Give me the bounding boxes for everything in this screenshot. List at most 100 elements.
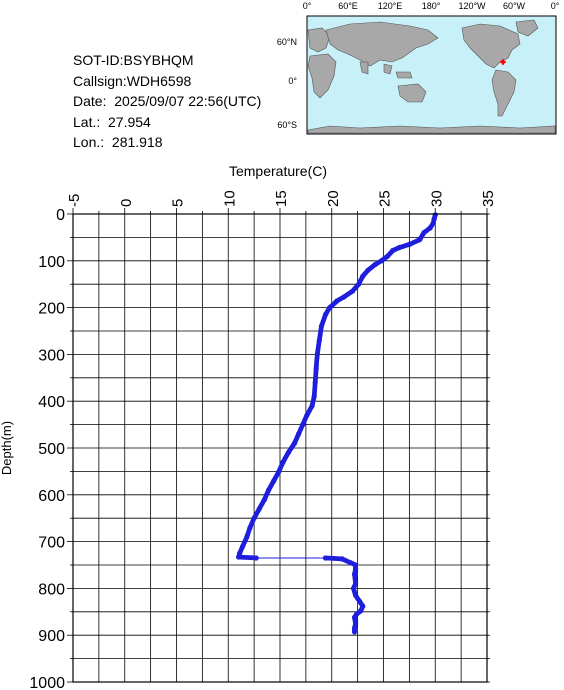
data-point	[276, 468, 282, 474]
data-point	[351, 571, 358, 578]
x-axis-ticks: -5 0 5 10 15 20 25 30 35	[66, 190, 497, 214]
data-point	[385, 253, 391, 259]
data-point	[322, 555, 329, 561]
data-point	[341, 294, 347, 300]
y-tick-label: 800	[38, 581, 65, 598]
x-axis-label: Temperature(C)	[229, 163, 327, 179]
data-point	[357, 598, 363, 605]
x-tick-label: 5	[170, 199, 187, 207]
map-latitude-labels: 60°N 0° 60°S	[277, 37, 298, 130]
data-point	[300, 422, 306, 428]
data-point	[312, 379, 318, 386]
data-point	[339, 556, 345, 562]
y-tick-label: 700	[38, 535, 65, 552]
data-point	[431, 216, 437, 222]
x-tick-label: 10	[221, 190, 238, 207]
data-point	[271, 478, 277, 484]
data-point	[318, 323, 324, 329]
data-point	[322, 312, 329, 318]
x-tick-label: 20	[325, 190, 342, 207]
data-point	[356, 281, 362, 287]
latitude-label: Lat.: 27.954	[73, 113, 151, 130]
data-point	[353, 566, 359, 572]
location-map: 0° 60°E 120°E 180° 120°W 60°W 0° 60°N 0°…	[277, 1, 560, 135]
map-lon-label: 180°	[422, 1, 441, 11]
data-point	[291, 440, 298, 446]
data-point	[296, 431, 302, 437]
data-point	[353, 562, 359, 568]
longitude-label: Lon.: 281.918	[73, 134, 163, 151]
x-tick-label: -5	[66, 194, 83, 207]
y-tick-label: 100	[38, 254, 65, 271]
callsign-label: Callsign:WDH6598	[73, 72, 192, 89]
x-tick-label: 0	[118, 199, 135, 207]
data-point	[309, 403, 315, 409]
map-lon-label: 0°	[303, 1, 312, 11]
data-point	[360, 603, 366, 609]
data-point	[253, 555, 259, 561]
x-tick-label: 30	[428, 190, 445, 207]
data-point	[316, 337, 322, 343]
x-tick-label: 15	[273, 190, 290, 207]
data-point	[304, 412, 310, 418]
y-axis-ticks: 0 100 200 300 400 500 600 700 800 900 1000	[29, 207, 490, 690]
data-point	[421, 230, 427, 236]
data-point	[406, 241, 412, 247]
data-point	[350, 585, 357, 592]
data-point	[327, 305, 333, 311]
x-tick-label: 25	[377, 190, 394, 207]
data-point	[256, 506, 262, 512]
map-lon-label: 120°E	[378, 1, 403, 11]
temperature-profile-points	[236, 212, 438, 635]
station-info: SOT-ID:BSYBHQM Callsign:WDH6598 Date: 20…	[73, 50, 261, 153]
y-axis-label: Depth(m)	[0, 421, 14, 475]
y-tick-label: 300	[38, 347, 65, 364]
data-point	[266, 487, 272, 493]
data-point	[313, 365, 319, 371]
data-point	[351, 625, 358, 631]
data-point	[314, 351, 320, 357]
map-lat-label: 0°	[288, 76, 297, 86]
map-lon-label: 0°	[551, 1, 560, 11]
y-tick-label: 1000	[29, 675, 65, 690]
data-point	[334, 298, 340, 304]
map-lon-label: 120°W	[458, 1, 486, 11]
data-point	[365, 267, 371, 273]
map-longitude-labels: 0° 60°E 120°E 180° 120°W 60°W 0°	[303, 1, 560, 11]
x-tick-label: 35	[480, 190, 497, 207]
plot-frame	[72, 213, 488, 683]
data-point	[353, 620, 359, 627]
data-point	[360, 273, 366, 279]
y-tick-label: 0	[56, 207, 65, 224]
data-point	[378, 258, 384, 264]
data-point	[427, 225, 433, 231]
data-point	[390, 247, 396, 254]
map-lat-label: 60°N	[277, 37, 297, 47]
data-point	[417, 237, 423, 243]
data-point	[351, 629, 358, 635]
data-point	[347, 560, 353, 566]
y-tick-label: 600	[38, 488, 65, 505]
data-point	[240, 543, 246, 549]
data-point	[247, 525, 253, 531]
data-point	[236, 554, 242, 560]
y-tick-label: 400	[38, 394, 65, 411]
y-tick-label: 200	[38, 301, 65, 318]
data-point	[285, 450, 291, 456]
temperature-profile-line	[237, 214, 436, 632]
y-tick-label: 500	[38, 441, 65, 458]
map-lat-label: 60°S	[277, 120, 297, 130]
data-point	[396, 245, 402, 251]
chart-grid	[72, 213, 488, 683]
date-label: Date: 2025/09/07 22:56(UTC)	[73, 93, 262, 110]
data-point	[372, 261, 378, 268]
data-point	[430, 220, 436, 226]
data-point	[251, 515, 257, 521]
data-point	[311, 393, 317, 400]
data-point	[351, 614, 358, 621]
sot-id-label: SOT-ID:BSYBHQM	[73, 52, 194, 68]
data-point	[353, 592, 359, 599]
data-point	[349, 288, 356, 294]
data-point	[353, 581, 359, 587]
